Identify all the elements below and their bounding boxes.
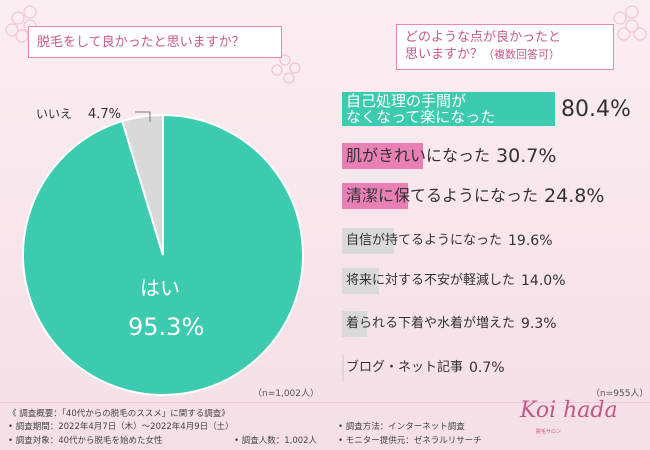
bar-value-label: 80.4% (561, 96, 631, 122)
bar-label: 将来に対する不安が軽減した (346, 273, 516, 288)
pie-value-no: 4.7% (88, 107, 121, 122)
bar-label: 着られる下着や水着が増えた (346, 316, 516, 331)
bar-value-label: 9.3% (521, 316, 557, 332)
right-question-line1: どのような点が良かったと (405, 30, 562, 45)
bar-row: 自信が持てるようになった 19.6% (342, 228, 642, 254)
flower-decoration-icon (271, 54, 301, 84)
flower-decoration-icon (613, 5, 647, 41)
pie-callout-line (135, 111, 151, 122)
left-question: 脱毛をして良かったと思いますか？ (37, 34, 245, 50)
bar (342, 355, 344, 381)
bar-row: 着られる下着や水着が増えた 9.3% (342, 311, 642, 337)
right-question-suffix: （複数回答可） (483, 48, 561, 61)
logo-subtitle: 脱毛サロン (536, 429, 562, 435)
pie-chart: はい 95.3% いいえ 4.7% (22, 107, 304, 396)
bar (342, 268, 380, 294)
divider (0, 402, 650, 403)
bar (342, 311, 367, 337)
pie-label-yes: はい (140, 276, 180, 300)
bar-row: 清潔に保てるようになった 24.8% (342, 183, 642, 209)
bar (342, 92, 556, 126)
bar-row: 肌がきれいになった 30.7% (342, 143, 642, 169)
bar-label: 自己処理の手間が なくなって楽になった (346, 92, 496, 126)
left-sample-size: （n=1,002人） (253, 389, 320, 399)
bar (342, 228, 394, 254)
bar-row: 自己処理の手間が なくなって楽になった 80.4% (342, 92, 642, 126)
bar-label: 清潔に保てるようになった (346, 186, 539, 205)
footer-provider: • モニター提供元：ゼネラルリサーチ (338, 436, 482, 446)
bar-label: 肌がきれいになった (346, 146, 491, 165)
footer-overview: 《 調査概要：「40代からの脱毛のススメ」に関する調査》 (8, 409, 230, 419)
logo: Koi hada (520, 398, 618, 423)
bar-row: ブログ・ネット記事 0.7% (342, 355, 642, 381)
footer-count: • 調査人数：1,002人 (234, 436, 318, 446)
bar-value-label: 24.8% (544, 185, 605, 207)
right-question-line2: 思いますか？ (405, 47, 484, 62)
pie-value-yes: 95.3% (128, 313, 204, 341)
pie-label-no: いいえ (36, 107, 72, 121)
pie-slice-no (121, 113, 164, 256)
left-question-box: 脱毛をして良かったと思いますか？ (28, 26, 282, 58)
right-question-box: どのような点が良かったと 思いますか？（複数回答可） (396, 24, 614, 70)
footer-period: • 調査期間：2022年4月7日（木）～2022年4月9日（土） (8, 422, 234, 432)
bar-value-label: 30.7% (496, 145, 557, 167)
bar-label: ブログ・ネット記事 (346, 360, 464, 375)
bar-value-label: 14.0% (521, 273, 566, 289)
footer-method: • 調査方法：インターネット調査 (338, 422, 465, 432)
bar-value-label: 19.6% (508, 233, 553, 249)
bar-row: 将来に対する不安が軽減した 14.0% (342, 268, 642, 294)
bar-value-label: 0.7% (469, 360, 505, 376)
bar-label: 自信が持てるようになった (346, 233, 503, 248)
footer-target: • 調査対象：40代から脱毛を始めた女性 (8, 436, 163, 446)
right-sample-size: （n=955人） (591, 389, 649, 399)
bar (342, 183, 408, 209)
bar (342, 143, 424, 169)
